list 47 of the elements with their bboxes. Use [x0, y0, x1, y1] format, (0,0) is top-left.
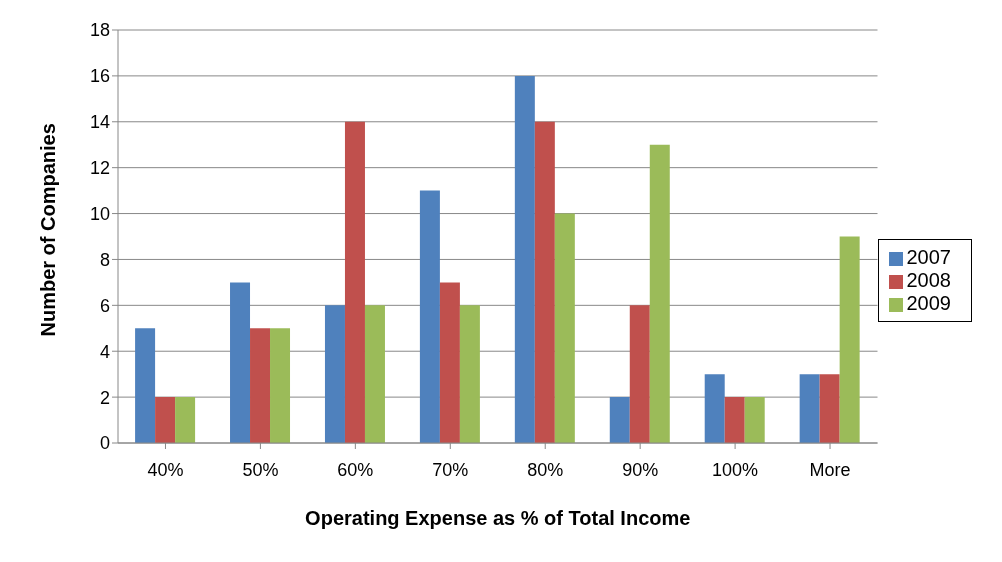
y-tick-label: 10 [89, 203, 110, 224]
y-tick-label: 6 [99, 295, 110, 316]
bar [819, 374, 840, 443]
bar [839, 236, 860, 443]
bar [724, 397, 745, 443]
y-tick-label: 14 [89, 112, 110, 133]
x-tick-label: 90% [622, 459, 659, 480]
x-tick-label: 80% [527, 459, 564, 480]
y-tick-label: 16 [89, 66, 110, 87]
x-tick-label: More [809, 459, 851, 480]
bar [649, 144, 670, 443]
x-tick-label: 100% [712, 459, 759, 480]
bar [344, 121, 365, 443]
bar [155, 397, 176, 443]
bar [175, 397, 196, 443]
legend-label: 2007 [906, 246, 951, 268]
y-axis-title: Number of Companies [37, 123, 60, 337]
bar [459, 305, 480, 443]
bar [439, 282, 460, 443]
x-tick-label: 50% [242, 459, 279, 480]
y-tick-label: 2 [99, 387, 110, 408]
bar [514, 75, 535, 443]
y-tick-label: 12 [89, 158, 110, 179]
bar [324, 305, 345, 443]
x-axis-title: Operating Expense as % of Total Income [305, 507, 691, 529]
bar [364, 305, 385, 443]
bar [270, 328, 291, 443]
bar [419, 190, 440, 443]
x-tick-label: 60% [337, 459, 374, 480]
x-tick-label: 40% [147, 459, 184, 480]
legend-label: 2008 [906, 269, 951, 291]
bar [250, 328, 271, 443]
y-tick-label: 4 [99, 341, 110, 362]
bar [230, 282, 251, 443]
y-tick-label: 18 [89, 20, 110, 41]
bar [799, 374, 820, 443]
bar [744, 397, 765, 443]
legend-label: 2009 [906, 292, 951, 314]
bar [135, 328, 156, 443]
x-tick-label: 70% [432, 459, 469, 480]
bar [554, 213, 575, 443]
bar [534, 121, 555, 443]
y-tick-label: 8 [99, 249, 110, 270]
bar [629, 305, 650, 443]
bar [609, 397, 630, 443]
bar [704, 374, 725, 443]
y-tick-label: 0 [99, 433, 110, 454]
